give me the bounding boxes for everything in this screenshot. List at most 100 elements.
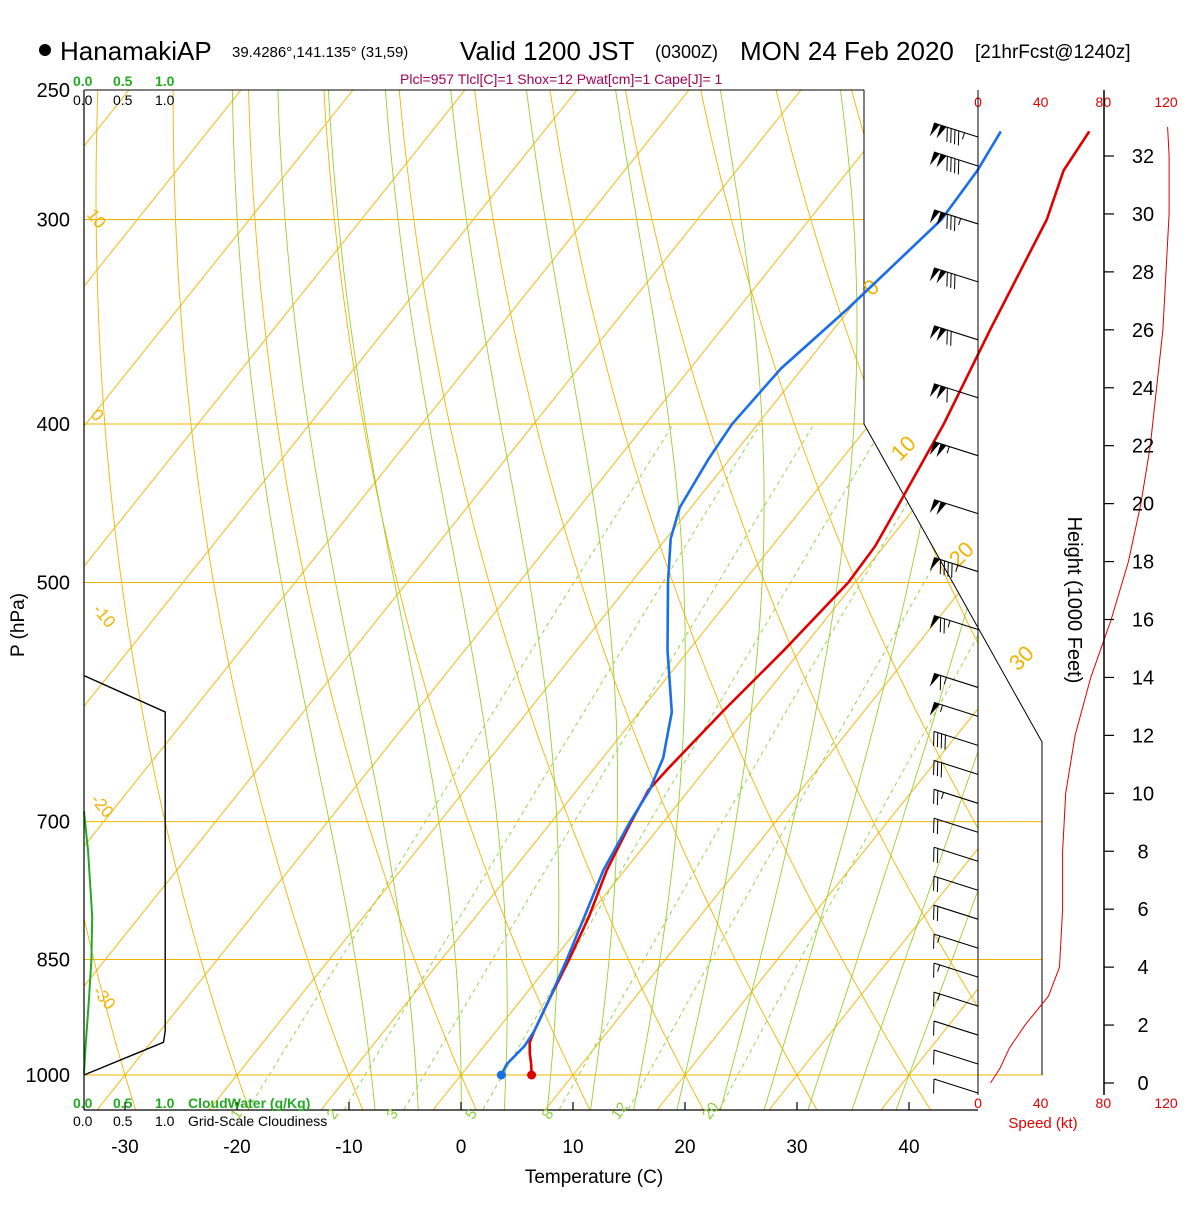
barb-pennant (930, 616, 940, 629)
isotherm-line (0, 90, 801, 1110)
top-green-1: 1.0 (155, 73, 175, 89)
height-tick-label: 12 (1132, 725, 1154, 747)
moist-adiabat-line (712, 90, 858, 1143)
dewpoint-surface-marker (497, 1071, 506, 1080)
isotherm-line (0, 90, 577, 1110)
top-black-1: 1.0 (155, 92, 175, 108)
speed-tick-top: 120 (1154, 94, 1178, 110)
x-tick-label: 10 (562, 1137, 583, 1158)
height-tick-label: 14 (1132, 667, 1154, 689)
height-tick-label: 16 (1132, 610, 1154, 632)
wind-barb (934, 1050, 978, 1065)
speed-axis-label: Speed (kt) (1008, 1115, 1077, 1132)
x-axis-label: Temperature (C) (525, 1167, 663, 1188)
wind-barb (930, 616, 978, 634)
barb-staff (934, 934, 978, 948)
mixing-ratio-label: 8 (539, 1106, 558, 1123)
pressure-tick-label: 1000 (26, 1065, 71, 1087)
height-tick-label: 20 (1132, 494, 1154, 516)
barb-staff (934, 1050, 978, 1064)
legend-green-05: 0.5 (113, 1095, 133, 1111)
height-axis-label: Height (1000 Feet) (1063, 517, 1085, 684)
barb-staff (934, 702, 978, 716)
valid-date: MON 24 Feb 2020 (740, 36, 954, 66)
pressure-tick-label: 250 (37, 80, 70, 102)
barb-pennant (930, 558, 940, 571)
moist-adiabat-line (278, 90, 420, 1143)
top-green-0: 0.0 (73, 73, 93, 89)
barb-staff (934, 760, 978, 774)
mixing-ratio-label: 5 (462, 1106, 481, 1123)
barb-half-flag (940, 705, 942, 712)
height-tick-label: 4 (1137, 957, 1148, 979)
cloud-legend: 0.0 0.5 1.0 CloudWater (g/Kg) 0.0 0.5 1.… (73, 1095, 327, 1129)
moist-adiabat-line (669, 90, 764, 1143)
dry-adiabat-left-label: -30 (89, 982, 119, 1013)
stability-indices: Plcl=957 Tlcl[C]=1 Shox=12 Pwat[cm]=1 Ca… (400, 71, 723, 87)
moist-adiabat-line (232, 90, 377, 1143)
y-axis-label: P (hPa) (8, 593, 29, 657)
barb-pennant (930, 673, 940, 686)
speed-tick-bottom: 40 (1033, 1095, 1049, 1111)
wind-barb (934, 1079, 978, 1094)
dry-adiabat-left-label: -10 (89, 600, 119, 631)
utc-time: (0300Z) (655, 42, 718, 62)
wind-barb (930, 673, 978, 690)
mixing-ratio-line (400, 424, 814, 1116)
isotherm-line (97, 90, 913, 1110)
mixing-ratio-line (479, 424, 885, 1116)
dry-adiabat-left-label: 10 (83, 205, 110, 232)
mixing-ratio-label: 3 (383, 1106, 402, 1123)
height-tick-label: 22 (1132, 436, 1154, 458)
pressure-tick-label: 500 (37, 573, 70, 595)
station-dot-icon (39, 44, 51, 56)
pressure-tick-label: 700 (37, 812, 70, 834)
dry-adiabat-line (173, 90, 376, 1143)
barb-staff (934, 789, 978, 803)
x-tick-label: 30 (786, 1137, 807, 1158)
moist-adiabat-line (328, 90, 461, 1143)
top-black-0: 0.0 (73, 92, 93, 108)
valid-time: Valid 1200 JST (460, 36, 635, 66)
speed-tick-bottom: 120 (1154, 1095, 1178, 1111)
wind-barb (934, 789, 978, 805)
dry-adiabat-line (399, 90, 721, 1143)
legend-black-1: 1.0 (155, 1113, 175, 1129)
height-tick-label: 18 (1132, 552, 1154, 574)
speed-tick-top: 40 (1033, 94, 1049, 110)
x-tick-label: 40 (898, 1137, 919, 1158)
dry-adiabat-left-label: -20 (87, 790, 117, 821)
header: HanamakiAP 39.4286°,141.135° (31,59) Val… (39, 36, 1131, 87)
height-tick-label: 24 (1132, 378, 1154, 400)
mixing-ratio-line (555, 424, 953, 1116)
moist-adiabat-line (385, 90, 507, 1143)
barb-staff (934, 963, 978, 977)
barb-half-flag (938, 965, 940, 972)
wind-barb (934, 992, 978, 1007)
top-green-05: 0.5 (113, 73, 133, 89)
mixing-ratio-label: 12 (608, 1099, 631, 1122)
height-tick-label: 6 (1137, 899, 1148, 921)
mask-panel (864, 88, 1200, 1120)
pressure-tick-label: 850 (37, 950, 70, 972)
barb-staff (934, 818, 978, 832)
x-tick-label: 0 (456, 1137, 467, 1158)
wind-barb (934, 876, 978, 892)
height-tick-label: 28 (1132, 262, 1154, 284)
dry-adiabat-line (249, 90, 492, 1143)
pressure-tick-label: 400 (37, 414, 70, 436)
wind-barb (934, 963, 978, 978)
legend-green-0: 0.0 (73, 1095, 93, 1111)
cloud-profiles (84, 676, 165, 1075)
forecast-info: [21hrFcst@1240z] (975, 42, 1131, 63)
speed-tick-bottom: 0 (974, 1095, 982, 1111)
wind-barb (934, 818, 978, 834)
speed-tick-bottom: 80 (1096, 1095, 1112, 1111)
wind-barb (934, 934, 978, 949)
moist-adiabat-line (451, 90, 559, 1143)
wind-barb (934, 760, 978, 777)
